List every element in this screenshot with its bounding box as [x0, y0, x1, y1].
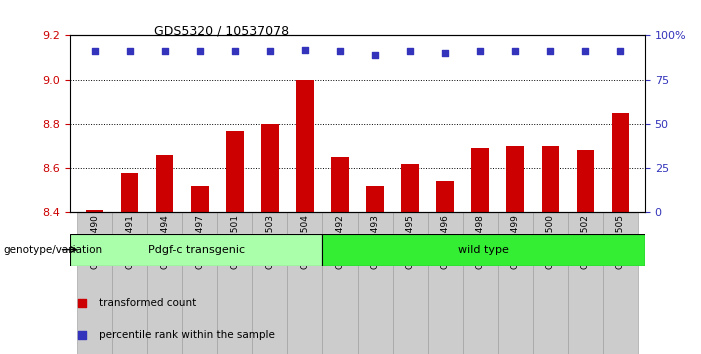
Point	[76, 301, 87, 306]
Point	[545, 48, 556, 54]
Bar	[401, 164, 418, 212]
Point	[89, 48, 100, 54]
Bar	[436, 182, 454, 212]
Point	[194, 48, 205, 54]
Text: percentile rank within the sample: percentile rank within the sample	[99, 330, 275, 339]
Bar	[331, 157, 348, 212]
Bar	[366, 186, 384, 212]
Point	[510, 48, 521, 54]
Bar	[322, 234, 645, 266]
Bar	[542, 146, 559, 212]
Text: wild type: wild type	[458, 245, 509, 255]
Bar	[70, 234, 322, 266]
Point	[76, 332, 87, 337]
Bar	[86, 210, 104, 212]
Point	[264, 48, 275, 54]
Point	[229, 48, 240, 54]
Bar	[261, 124, 278, 212]
Point	[124, 48, 135, 54]
Bar	[252, 212, 287, 354]
Text: GDS5320 / 10537078: GDS5320 / 10537078	[154, 25, 290, 38]
Bar	[121, 173, 138, 212]
Bar	[112, 212, 147, 354]
Text: genotype/variation: genotype/variation	[4, 245, 102, 255]
Point	[299, 47, 311, 52]
Bar	[77, 212, 112, 354]
Point	[580, 48, 591, 54]
Bar	[287, 212, 322, 354]
Point	[159, 48, 170, 54]
Point	[615, 48, 626, 54]
Bar	[611, 113, 629, 212]
Text: Pdgf-c transgenic: Pdgf-c transgenic	[148, 245, 245, 255]
Bar	[217, 212, 252, 354]
Bar	[226, 131, 244, 212]
Bar	[182, 212, 217, 354]
Bar	[358, 212, 393, 354]
Bar	[147, 212, 182, 354]
Bar	[322, 212, 358, 354]
Bar	[506, 146, 524, 212]
Bar	[393, 212, 428, 354]
Point	[404, 48, 416, 54]
Text: transformed count: transformed count	[99, 298, 196, 308]
Bar	[297, 80, 314, 212]
Bar	[603, 212, 638, 354]
Bar	[533, 212, 568, 354]
Bar	[428, 212, 463, 354]
Bar	[576, 150, 594, 212]
Point	[369, 52, 381, 58]
Bar	[498, 212, 533, 354]
Bar	[471, 148, 489, 212]
Point	[475, 48, 486, 54]
Bar	[191, 186, 209, 212]
Point	[334, 48, 346, 54]
Bar	[463, 212, 498, 354]
Bar	[568, 212, 603, 354]
Point	[440, 50, 451, 56]
Bar	[156, 155, 174, 212]
